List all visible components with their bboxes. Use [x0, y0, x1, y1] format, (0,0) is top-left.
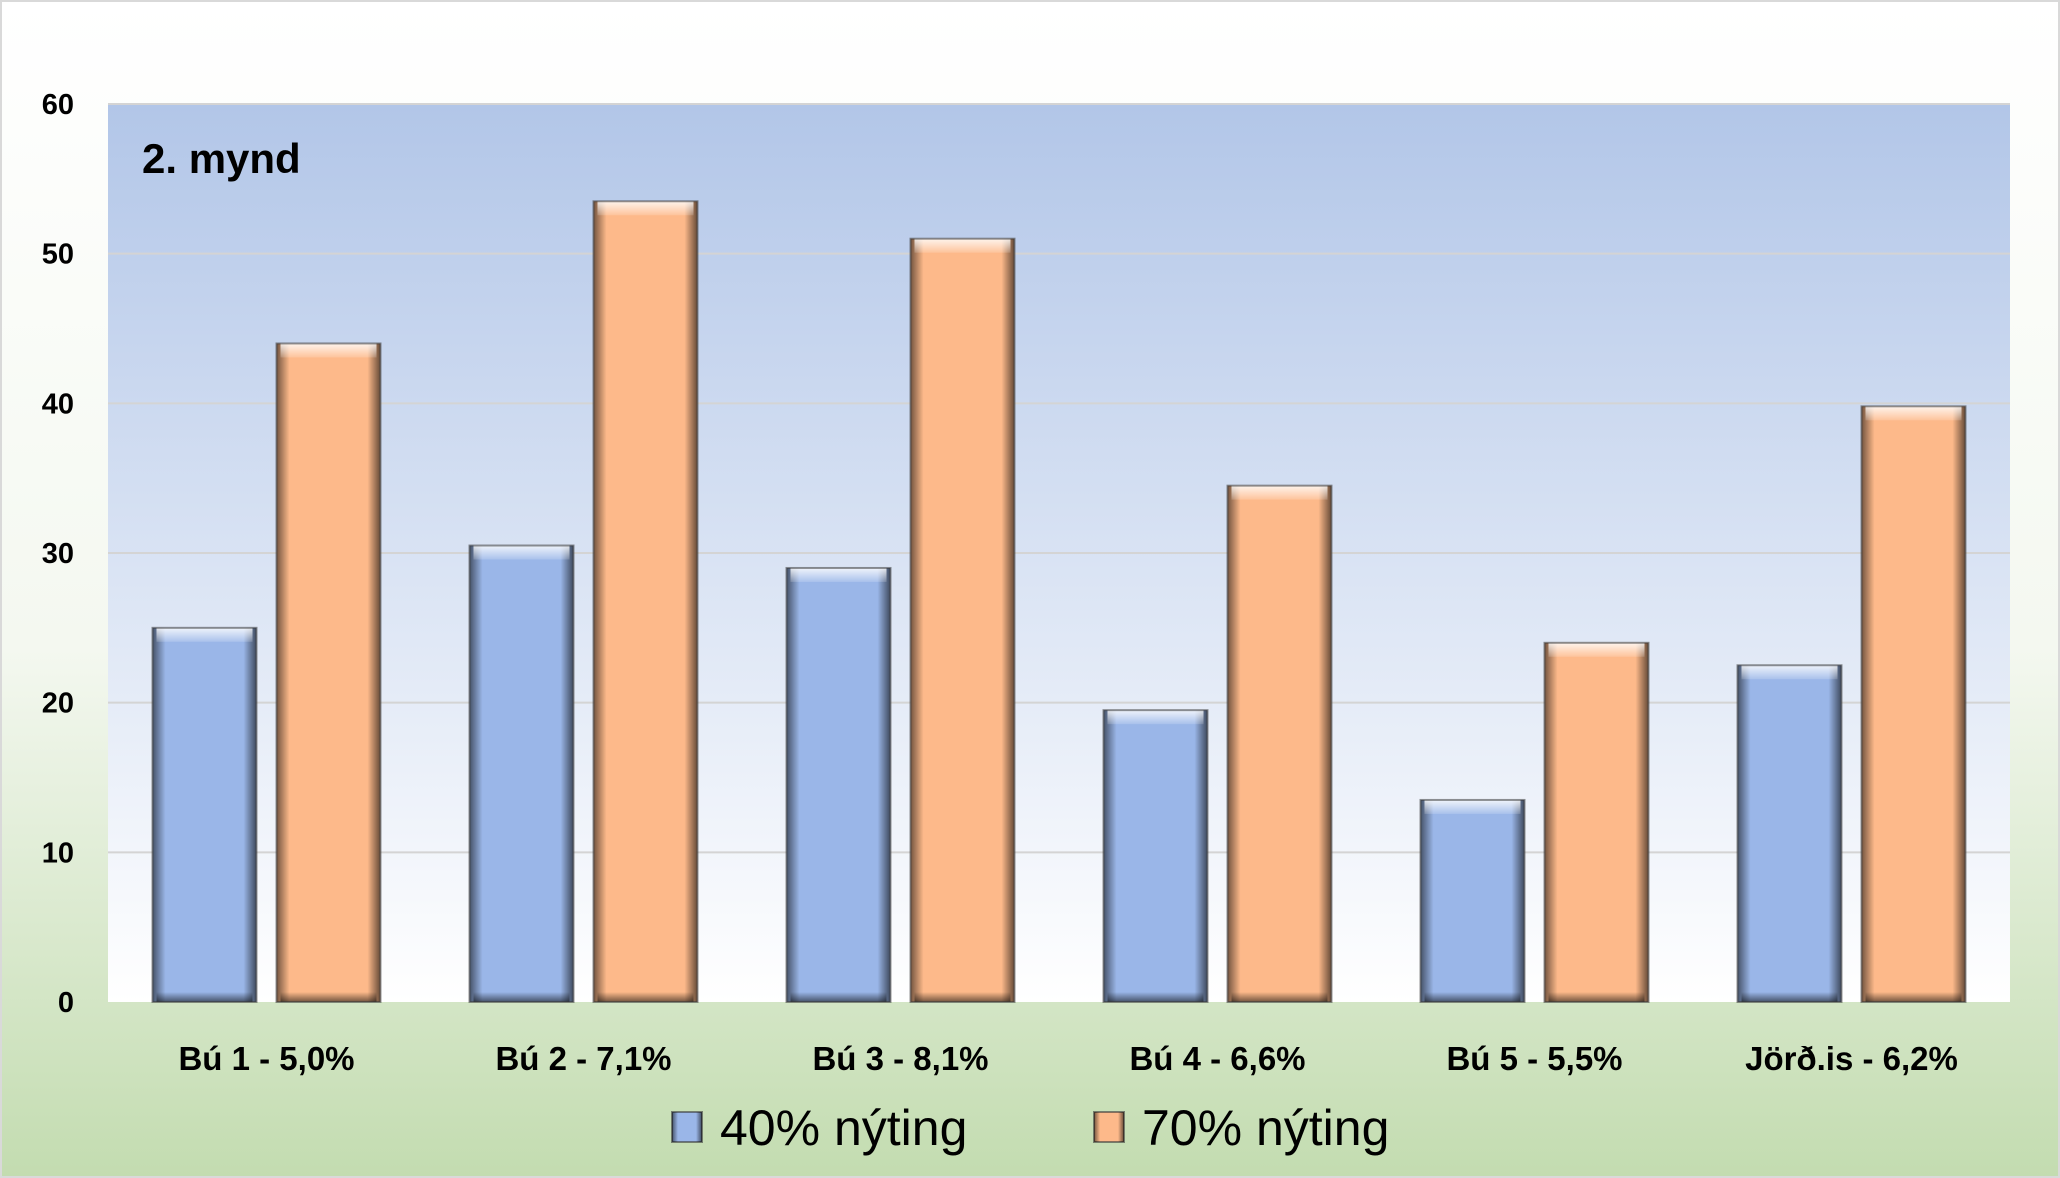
x-category-label: Bú 4 - 6,6%	[1129, 1040, 1305, 1077]
y-tick-label: 40	[42, 388, 74, 420]
bar	[151, 626, 258, 1003]
legend-item: 40% nýting	[671, 1100, 967, 1156]
bar	[785, 566, 892, 1003]
bar	[1543, 641, 1650, 1003]
x-category-label: Bú 3 - 8,1%	[812, 1040, 988, 1077]
bar	[1860, 405, 1967, 1003]
x-category-label: Bú 1 - 5,0%	[178, 1040, 354, 1077]
bar	[1102, 709, 1209, 1004]
bar	[468, 544, 575, 1003]
bar	[909, 237, 1016, 1003]
y-tick-label: 20	[42, 688, 74, 720]
bar	[1419, 798, 1526, 1004]
x-axis-categories: Bú 1 - 5,0% Bú 2 - 7,1% Bú 3 - 8,1% Bú 4 - …	[178, 1040, 1957, 1077]
legend: 40% nýting 70% nýting	[671, 1100, 1389, 1156]
y-tick-label: 50	[42, 239, 74, 271]
y-tick-label: 0	[58, 987, 74, 1019]
y-tick-label: 10	[42, 837, 74, 869]
bar	[1226, 484, 1333, 1003]
y-tick-label: 60	[42, 89, 74, 121]
bar	[275, 342, 382, 1003]
x-category-label: Bú 2 - 7,1%	[495, 1040, 671, 1077]
bar	[1736, 664, 1843, 1003]
x-category-label: Jörð.is - 6,2%	[1745, 1040, 1958, 1077]
legend-label: 70% nýting	[1142, 1100, 1389, 1156]
gridlines	[108, 103, 2010, 854]
y-tick-label: 30	[42, 538, 74, 570]
bar	[592, 200, 699, 1004]
chart-title: 2. mynd	[142, 135, 301, 182]
x-category-label: Bú 5 - 5,5%	[1446, 1040, 1622, 1077]
legend-item: 70% nýting	[1093, 1100, 1389, 1156]
legend-label: 40% nýting	[720, 1100, 967, 1156]
y-axis-ticks: 0 10 20 30 40 50 60	[42, 89, 74, 1019]
bars	[151, 200, 1967, 1004]
